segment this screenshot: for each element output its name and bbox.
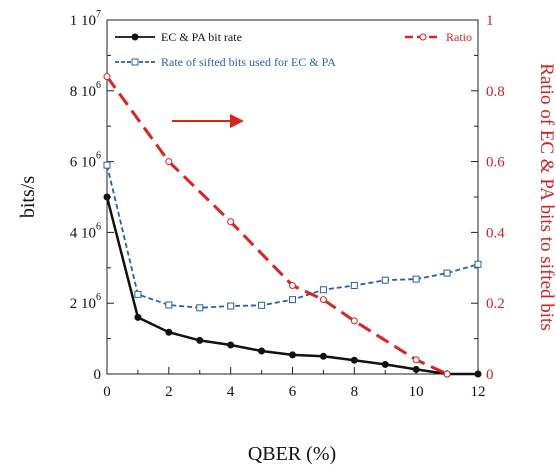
series-1-point	[412, 275, 420, 283]
series-1-point	[103, 161, 111, 169]
series-layer	[103, 73, 482, 378]
legend-label: EC & PA bit rate	[161, 30, 242, 44]
series-0-point	[227, 341, 235, 349]
series-0-point	[350, 356, 358, 364]
legend: EC & PA bit rate Rate of sifted bits used…	[115, 30, 472, 69]
series-2-point	[443, 370, 451, 378]
series-0-point	[134, 313, 142, 321]
y-right-tick-label: 0	[486, 367, 494, 383]
series-0-point	[381, 360, 389, 368]
series-0-point	[258, 347, 266, 355]
series-1-point	[227, 302, 235, 310]
series-0-point	[165, 328, 173, 336]
y-left-tick-label: 8 106	[70, 80, 101, 100]
series-1-point	[196, 304, 204, 312]
series-0-point	[196, 336, 204, 344]
x-tick-label: 12	[471, 384, 486, 400]
annotation-arrow-head	[230, 114, 244, 128]
y-right-tick-label: 0.4	[486, 225, 505, 241]
series-1-point	[474, 260, 482, 268]
y-left-tick-mantissa: 1 10	[70, 13, 96, 29]
series-1-point	[381, 276, 389, 284]
x-tick-label: 4	[227, 384, 235, 400]
y-left-tick-mantissa: 2 10	[70, 296, 96, 312]
y-axis-left-title: bits/s	[17, 176, 39, 218]
series-0-point	[474, 370, 482, 378]
x-tick-label: 8	[351, 384, 359, 400]
y-left-tick-mantissa: 8 10	[70, 84, 96, 100]
series-1-point	[258, 301, 266, 309]
y-left-tick-label: 1 107	[70, 9, 101, 29]
legend-label: Rate of sifted bits used for EC & PA	[161, 55, 336, 69]
tick-marks	[106, 19, 479, 375]
y-axis-right-title: Ratio of EC & PA bits to sifted bits	[536, 63, 556, 330]
series-1-point	[350, 282, 358, 289]
y-left-tick-exponent: 6	[96, 80, 101, 91]
y-right-tick-label: 0.2	[486, 296, 505, 312]
series-0-point	[319, 352, 327, 360]
y-left-tick-mantissa: 6 10	[70, 155, 96, 171]
x-tick-label: 6	[289, 384, 297, 400]
x-tick-label: 0	[103, 384, 111, 400]
y-right-tick-label: 1	[486, 13, 494, 29]
y-left-tick-mantissa: 0	[94, 367, 102, 383]
annotation-arrow	[172, 114, 244, 128]
series-2-point	[319, 296, 327, 304]
legend-swatch-marker	[131, 58, 139, 66]
x-axis-title: QBER (%)	[248, 443, 336, 465]
y-left-tick-mantissa: 4 10	[70, 225, 96, 241]
plot-frame	[106, 19, 479, 375]
y-left-tick-label: 0	[94, 367, 102, 383]
series-2-point	[103, 73, 111, 81]
series-1-point	[165, 301, 173, 309]
y-right-tick-label: 0.8	[486, 84, 505, 100]
y-left-tick-label: 4 106	[70, 221, 101, 241]
legend-label: Ratio	[446, 30, 472, 44]
series-2-point	[227, 218, 235, 226]
series-2-point	[289, 282, 296, 289]
y-right-tick-label: 0.6	[486, 155, 505, 171]
legend-swatch-marker	[131, 33, 139, 41]
legend-swatch-marker	[419, 33, 427, 41]
y-left-tick-exponent: 6	[96, 292, 101, 303]
series-1-point	[319, 286, 327, 294]
y-left-tick-exponent: 6	[96, 221, 101, 232]
series-0-point	[103, 193, 111, 201]
series-1-point	[289, 296, 296, 304]
series-2-point	[412, 356, 420, 364]
series-0-point	[289, 351, 296, 359]
y-left-tick-exponent: 7	[96, 9, 101, 20]
series-2-point	[350, 317, 358, 325]
y-left-tick-exponent: 6	[96, 151, 101, 162]
series-1-point	[134, 290, 142, 298]
series-line-2	[105, 75, 448, 376]
series-0-point	[412, 365, 420, 373]
x-tick-label: 2	[165, 384, 173, 400]
x-tick-label: 10	[409, 384, 424, 400]
y-left-tick-label: 6 106	[70, 151, 101, 171]
y-left-tick-label: 2 106	[70, 292, 101, 312]
series-1-point	[443, 269, 451, 277]
series-2-point	[165, 158, 173, 166]
